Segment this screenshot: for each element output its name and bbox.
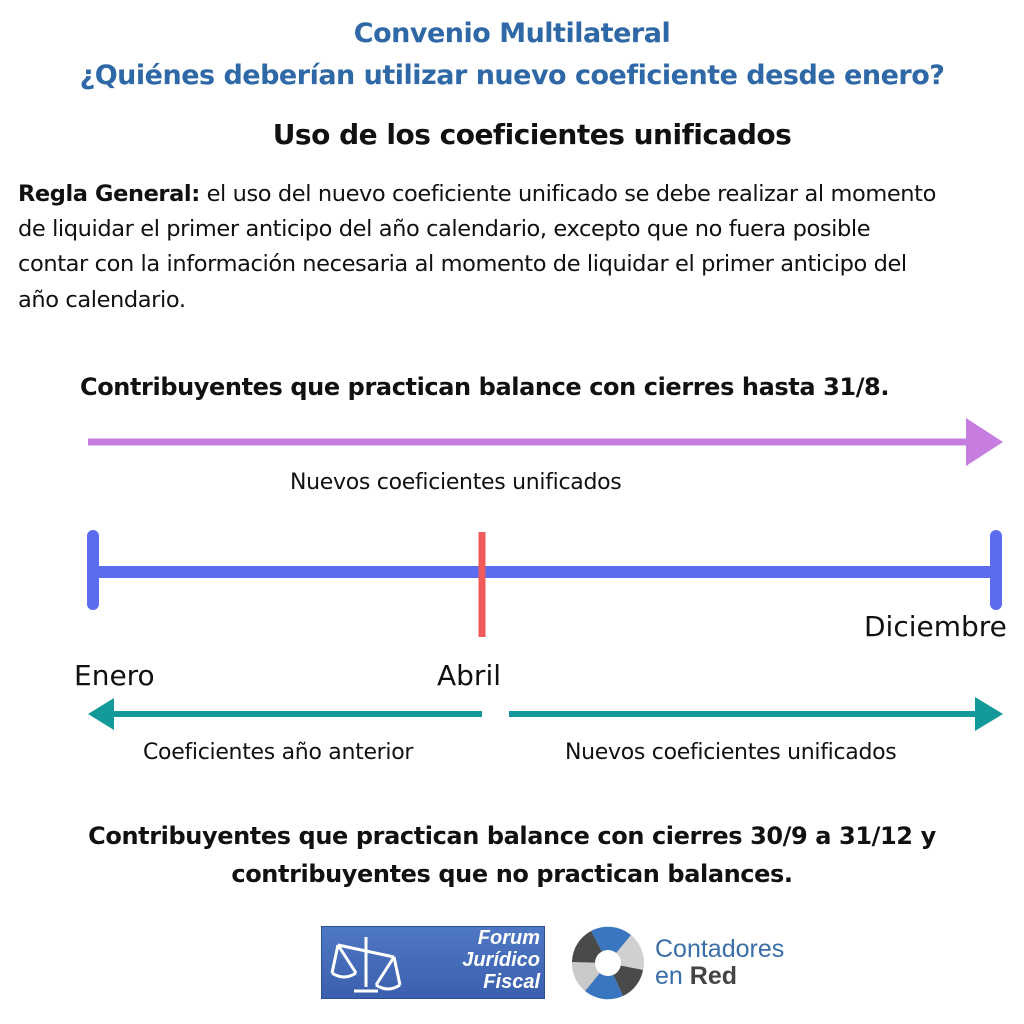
group2-heading-line-1: Contribuyentes que practican balance con… [88,822,936,850]
group2-left-arrow-head [88,698,114,730]
group1-arrow-head [966,418,1003,466]
forum-logo-text: Forum [477,927,540,949]
group2-heading-line-2: contribuyentes que no practican balances… [231,860,793,888]
forum-juridico-fiscal-logo: Forum Jurídico Fiscal [321,926,545,999]
rule-line-2: de liquidar el primer anticipo del año c… [18,216,871,242]
contadores-logo-line2: en Red [655,963,784,990]
group1-heading: Contribuyentes que practican balance con… [80,373,890,401]
section-subtitle: Uso de los coeficientes unificados [272,118,792,151]
month-end: Diciembre [864,610,1007,643]
rule-line-3: contar con la información necesaria al m… [18,251,907,277]
group2-left-label: Coeficientes año anterior [143,740,414,765]
forum-logo-text: Fiscal [483,971,540,993]
rule-label: Regla General: [18,181,200,207]
scales-icon [330,937,402,993]
page-question: ¿Quiénes deberían utilizar nuevo coefici… [79,60,945,91]
forum-logo-text: Jurídico [462,949,540,971]
contadores-logo-line1: Contadores [655,935,785,963]
page-title: Convenio Multilateral [353,18,671,49]
contadores-en-red-logo-icon [571,926,644,1000]
rule-text: el uso del nuevo coeficiente unificado s… [199,181,937,207]
month-mid: Abril [437,659,501,692]
month-start: Enero [74,659,155,692]
group2-right-label: Nuevos coeficientes unificados [565,740,897,765]
contadores-en-red-logo-text: Contadores en Red [655,936,784,990]
group2-right-arrow-head [975,697,1003,731]
contadores-logo-red: Red [689,962,737,990]
contadores-logo-en: en [655,962,690,990]
group1-arrow-label: Nuevos coeficientes unificados [290,470,622,495]
rule-line-4: año calendario. [18,287,186,313]
rule-line-1: Regla General: el uso del nuevo coeficie… [18,176,936,212]
